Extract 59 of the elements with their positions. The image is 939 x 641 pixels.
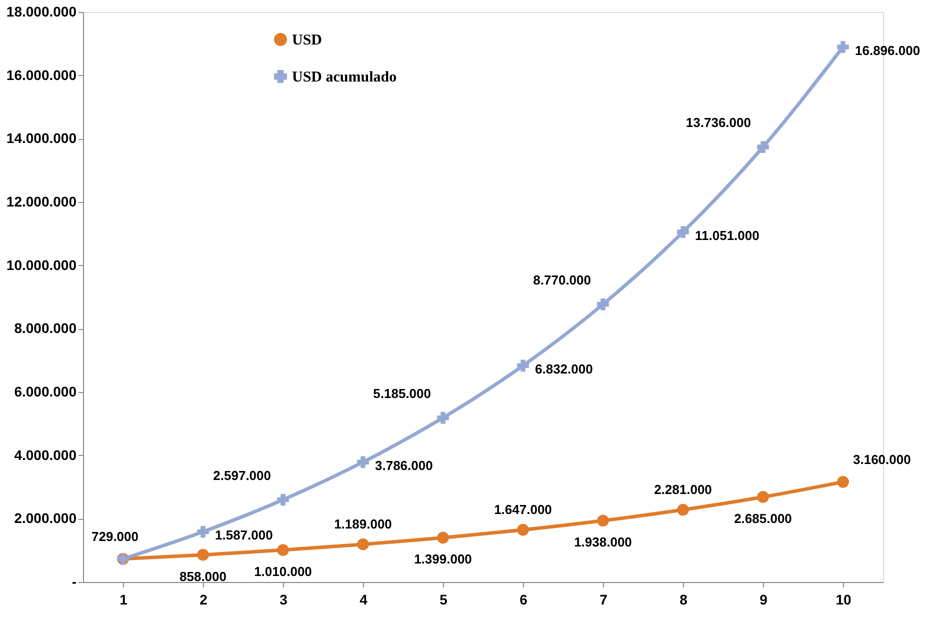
point [757, 141, 769, 153]
point [677, 504, 689, 516]
point [677, 226, 689, 238]
data-label: 1.938.000 [574, 534, 632, 550]
data-label: 2.597.000 [213, 468, 271, 483]
data-label: 2.685.000 [734, 510, 792, 526]
point [357, 538, 369, 550]
y-tick-label: 2.000.000 [14, 510, 77, 526]
point [597, 514, 609, 527]
data-label: 3.160.000 [853, 452, 911, 467]
data-label: 1.647.000 [494, 502, 552, 517]
x-tick-label: 2 [200, 592, 208, 608]
point [277, 544, 289, 556]
legend-label: USD acumulado [292, 70, 397, 86]
data-label: 1.587.000 [215, 528, 273, 543]
data-label: 16.896.000 [855, 42, 920, 58]
data-label: 858.000 [180, 568, 226, 584]
x-tick-label: 7 [600, 592, 608, 608]
x-tick-label: 10 [836, 592, 852, 608]
data-label: 1.010.000 [254, 564, 312, 580]
point [357, 456, 369, 468]
y-tick-label: 14.000.000 [6, 130, 77, 146]
point [437, 412, 449, 424]
point [197, 526, 209, 538]
data-label: 729.000 [92, 528, 138, 544]
y-tick-label: 16.000.000 [6, 66, 77, 83]
data-label: 11.051.000 [695, 228, 760, 244]
x-tick-label: 9 [760, 592, 768, 608]
point [837, 41, 849, 53]
legend-label: USD [292, 32, 322, 48]
y-tick-label: - [72, 574, 77, 590]
data-label: 6.832.000 [535, 362, 593, 377]
x-tick-label: 4 [360, 592, 368, 608]
data-label: 8.770.000 [533, 272, 591, 288]
y-tick-label: 6.000.000 [14, 384, 77, 400]
y-tick-label: 18.000.000 [6, 4, 77, 20]
data-label: 2.281.000 [654, 482, 712, 497]
point [517, 524, 529, 536]
x-tick-label: 5 [440, 592, 448, 608]
point [437, 532, 449, 544]
point [837, 476, 849, 488]
y-tick-label: 12.000.000 [6, 194, 77, 210]
data-label: 1.399.000 [414, 552, 472, 567]
y-tick-label: 4.000.000 [14, 446, 77, 463]
point [517, 360, 529, 372]
x-tick-label: 1 [120, 592, 128, 608]
point [197, 548, 209, 561]
y-tick-label: 8.000.000 [14, 320, 77, 336]
point [757, 491, 769, 503]
data-label: 3.786.000 [375, 458, 433, 474]
x-tick-label: 8 [680, 592, 688, 608]
y-tick-label: 10.000.000 [6, 256, 77, 273]
x-tick-label: 3 [280, 592, 288, 608]
point [277, 494, 289, 506]
point [597, 298, 609, 310]
data-label: 13.736.000 [686, 115, 751, 130]
data-label: 1.189.000 [334, 516, 392, 532]
x-tick-label: 6 [520, 592, 528, 608]
data-label: 5.185.000 [373, 386, 431, 401]
